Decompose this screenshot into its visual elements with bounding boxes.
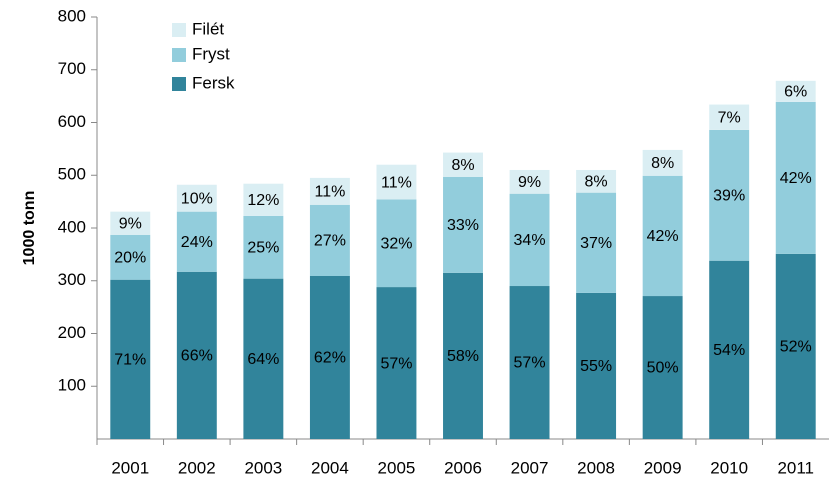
segment-label: 39%: [713, 188, 745, 205]
segment-label: 71%: [114, 352, 146, 369]
x-tick-label: 2006: [444, 458, 482, 477]
legend-swatch: [172, 23, 186, 37]
bar-segment: [709, 129, 750, 261]
segment-label: 8%: [585, 174, 608, 191]
segment-label: 32%: [380, 236, 412, 253]
bar-segment: [775, 80, 816, 102]
segment-label: 58%: [447, 348, 479, 365]
segment-label: 37%: [580, 235, 612, 252]
bar-segment: [709, 260, 750, 439]
bar-segment: [243, 278, 284, 439]
bar-segment: [309, 276, 350, 439]
segment-label: 25%: [247, 239, 279, 256]
y-tick-label: 200: [58, 323, 86, 342]
segment-label: 62%: [314, 350, 346, 367]
legend-label: Fryst: [192, 44, 230, 63]
x-tick-label: 2009: [644, 458, 682, 477]
segment-label: 9%: [119, 215, 142, 232]
segment-label: 12%: [247, 192, 279, 209]
legend-swatch: [172, 77, 186, 91]
x-tick-label: 2002: [178, 458, 216, 477]
y-axis-title: 1000 tonn: [21, 191, 38, 266]
bar-segment: [775, 253, 816, 439]
bar-segment: [642, 149, 683, 176]
x-tick-label: 2004: [311, 458, 349, 477]
bar-segment: [110, 234, 151, 280]
bar-segment: [309, 204, 350, 277]
segment-label: 8%: [651, 155, 674, 172]
y-tick-label: 300: [58, 270, 86, 289]
bar-segment: [509, 286, 550, 439]
segment-label: 52%: [780, 339, 812, 356]
bar-segment: [110, 279, 151, 439]
segment-label: 20%: [114, 249, 146, 266]
segment-label: 10%: [181, 190, 213, 207]
bar-segment: [443, 272, 483, 439]
y-tick-label: 700: [58, 59, 86, 78]
segment-label: 55%: [580, 358, 612, 375]
x-tick-label: 2010: [710, 458, 748, 477]
bar-segment: [509, 193, 550, 287]
bar-segment: [775, 101, 816, 254]
bar-segment: [642, 296, 683, 439]
segment-label: 50%: [647, 360, 679, 377]
segment-label: 6%: [784, 84, 807, 101]
x-tick-label: 2005: [378, 458, 416, 477]
segment-label: 7%: [718, 109, 741, 126]
x-tick-label: 2007: [511, 458, 549, 477]
segment-label: 66%: [181, 348, 213, 365]
segment-label: 33%: [447, 217, 479, 234]
segment-label: 11%: [381, 174, 412, 191]
legend-label: Fersk: [192, 73, 235, 92]
bar-segment: [110, 211, 151, 235]
x-tick-label: 2003: [244, 458, 282, 477]
bar-segment: [576, 169, 617, 193]
bar-segment: [576, 292, 617, 439]
segment-label: 34%: [514, 232, 546, 249]
bar-segment: [243, 215, 284, 279]
y-tick-label: 600: [58, 112, 86, 131]
segment-label: 57%: [380, 355, 412, 372]
segment-label: 54%: [713, 342, 745, 359]
y-tick-label: 400: [58, 217, 86, 236]
segment-label: 57%: [514, 355, 546, 372]
segment-label: 11%: [314, 184, 345, 201]
bar-segment: [709, 104, 750, 130]
bar-segment: [376, 199, 417, 288]
bar-segment: [509, 169, 550, 194]
bar-segment: [176, 184, 217, 212]
x-tick-label: 2011: [777, 458, 814, 477]
bar-segment: [176, 271, 217, 439]
bar-segment: [576, 192, 617, 293]
segment-label: 64%: [247, 351, 279, 368]
bar-segment: [443, 152, 483, 177]
y-tick-label: 800: [58, 6, 86, 25]
legend-swatch: [172, 48, 186, 62]
bar-segment: [176, 211, 217, 272]
bar-segment: [443, 176, 483, 273]
x-tick-label: 2001: [111, 458, 149, 477]
segment-label: 27%: [314, 233, 346, 250]
bar-segment: [243, 183, 284, 216]
segment-label: 42%: [647, 228, 679, 245]
legend-label: Filét: [192, 19, 224, 38]
y-tick-label: 500: [58, 165, 86, 184]
segment-label: 42%: [780, 170, 812, 187]
segment-label: 8%: [451, 157, 474, 174]
bar-segment: [309, 177, 350, 205]
x-tick-label: 2008: [577, 458, 615, 477]
segment-label: 24%: [181, 234, 213, 251]
bar-segment: [642, 175, 683, 297]
bar-segment: [376, 164, 417, 200]
segment-label: 9%: [518, 174, 541, 191]
y-tick-label: 100: [58, 376, 86, 395]
bar-segment: [376, 287, 417, 439]
